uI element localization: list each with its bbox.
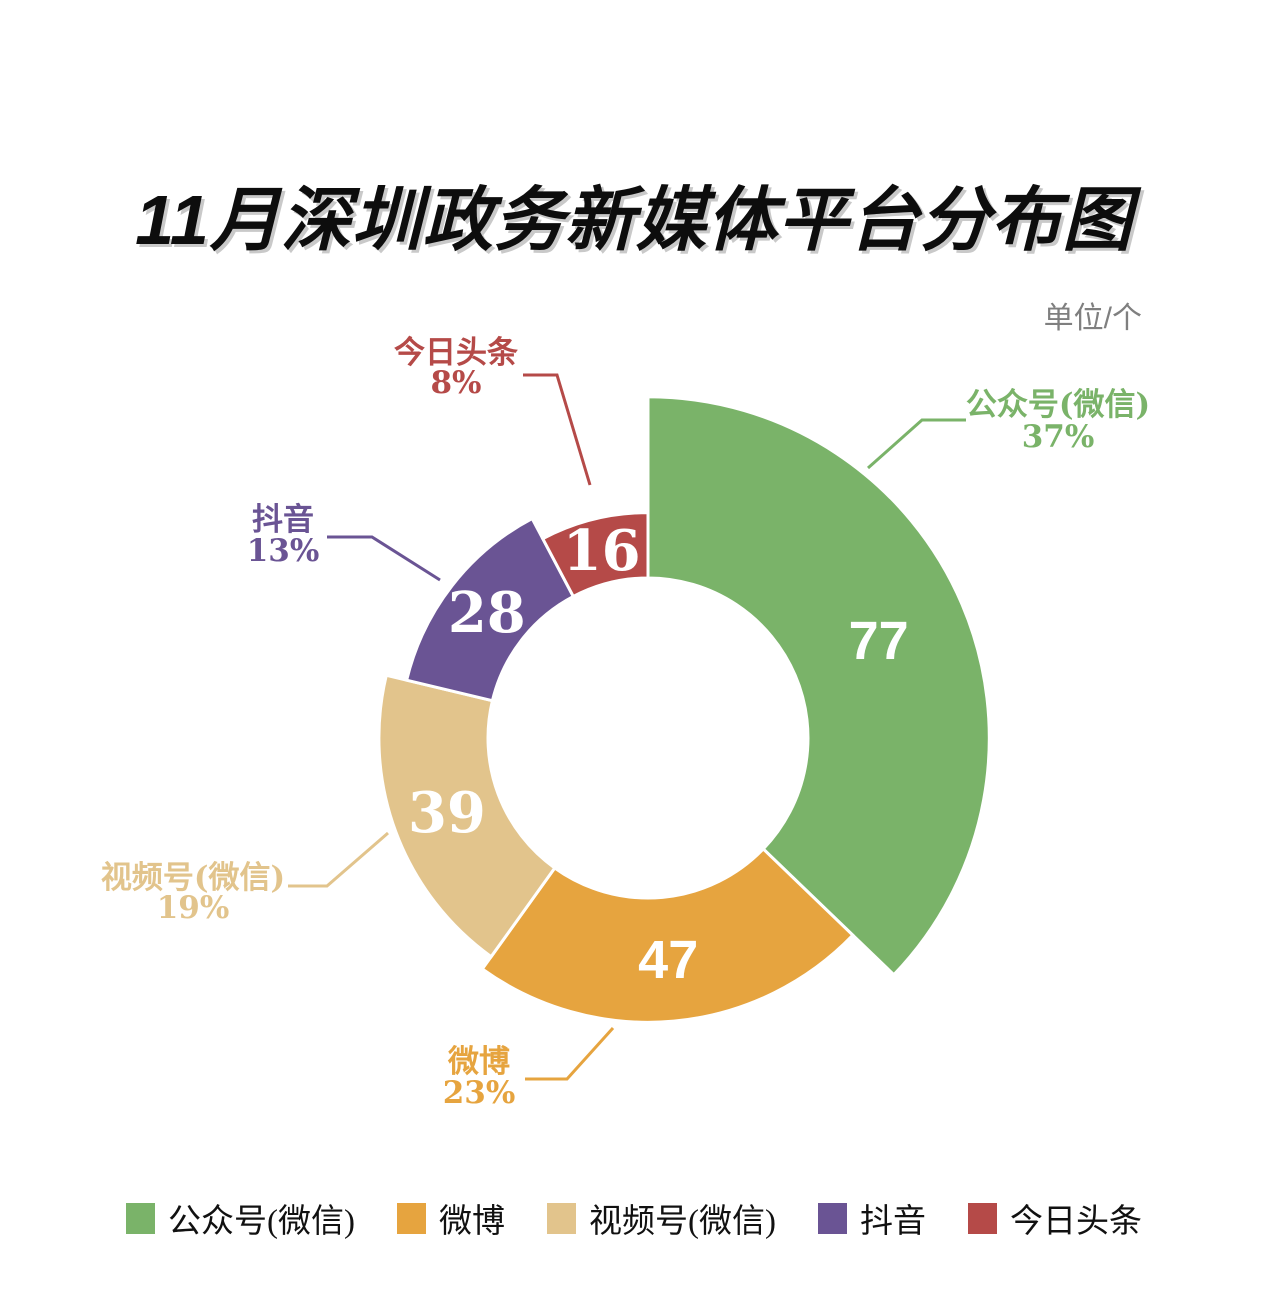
label-line [288, 831, 389, 888]
pie-slice-3[interactable] [404, 516, 576, 703]
callout-percent-label: 13% [247, 533, 320, 569]
callout-category-label: 抖音 [252, 502, 314, 538]
callout-percent-label: 19% [157, 890, 230, 926]
label-line [327, 535, 441, 582]
pie-slice-4[interactable] [540, 511, 650, 599]
legend-item-4[interactable]: 今日头条 [967, 1194, 1142, 1242]
pie-slice-1[interactable] [480, 846, 855, 1024]
legend-item-3[interactable]: 抖音 [817, 1194, 926, 1242]
legend-item-2[interactable]: 视频号(微信) [547, 1194, 776, 1242]
label-line [523, 373, 592, 486]
slice-value: 47 [638, 930, 698, 990]
legend-item-1[interactable]: 微博 [397, 1194, 505, 1242]
chart-title: 11月深圳政务新媒体平台分布图 [135, 181, 1133, 259]
legend-item-0[interactable]: 公众号(微信) [126, 1194, 355, 1242]
legend-swatch-icon [397, 1202, 426, 1234]
chart-legend: 公众号(微信) 微博 视频号(微信) 抖音 今日头条 [0, 1194, 1268, 1242]
pie-slice-2[interactable] [377, 673, 557, 959]
callout-percent-label: 37% [1022, 419, 1095, 455]
callout-category-label: 视频号(微信) [101, 860, 285, 896]
callout-category-label: 微博 [447, 1044, 510, 1080]
slice-value: 39 [408, 780, 486, 846]
legend-swatch-icon [967, 1202, 997, 1234]
legend-label: 抖音 [859, 1204, 926, 1240]
legend-label: 公众号(微信) [168, 1204, 355, 1240]
legend-swatch-icon [817, 1202, 847, 1234]
callout-percent-label: 8% [430, 365, 481, 401]
legend-swatch-icon [547, 1202, 576, 1234]
legend-label: 今日头条 [1009, 1204, 1142, 1240]
callout-percent-label: 23% [443, 1075, 516, 1111]
label-line [525, 1026, 615, 1081]
unit-label: 单位/个 [1043, 302, 1142, 335]
label-line [867, 418, 966, 470]
legend-swatch-icon [126, 1202, 156, 1234]
pie-slice-0[interactable] [646, 395, 991, 977]
slice-value: 16 [563, 518, 641, 584]
slice-value: 77 [849, 611, 909, 671]
legend-label: 视频号(微信) [589, 1204, 776, 1240]
callout-category-label: 今日头条 [394, 335, 518, 371]
slice-value: 28 [448, 580, 526, 646]
callout-category-label: 公众号(微信) [966, 387, 1150, 423]
legend-label: 微博 [439, 1204, 505, 1240]
